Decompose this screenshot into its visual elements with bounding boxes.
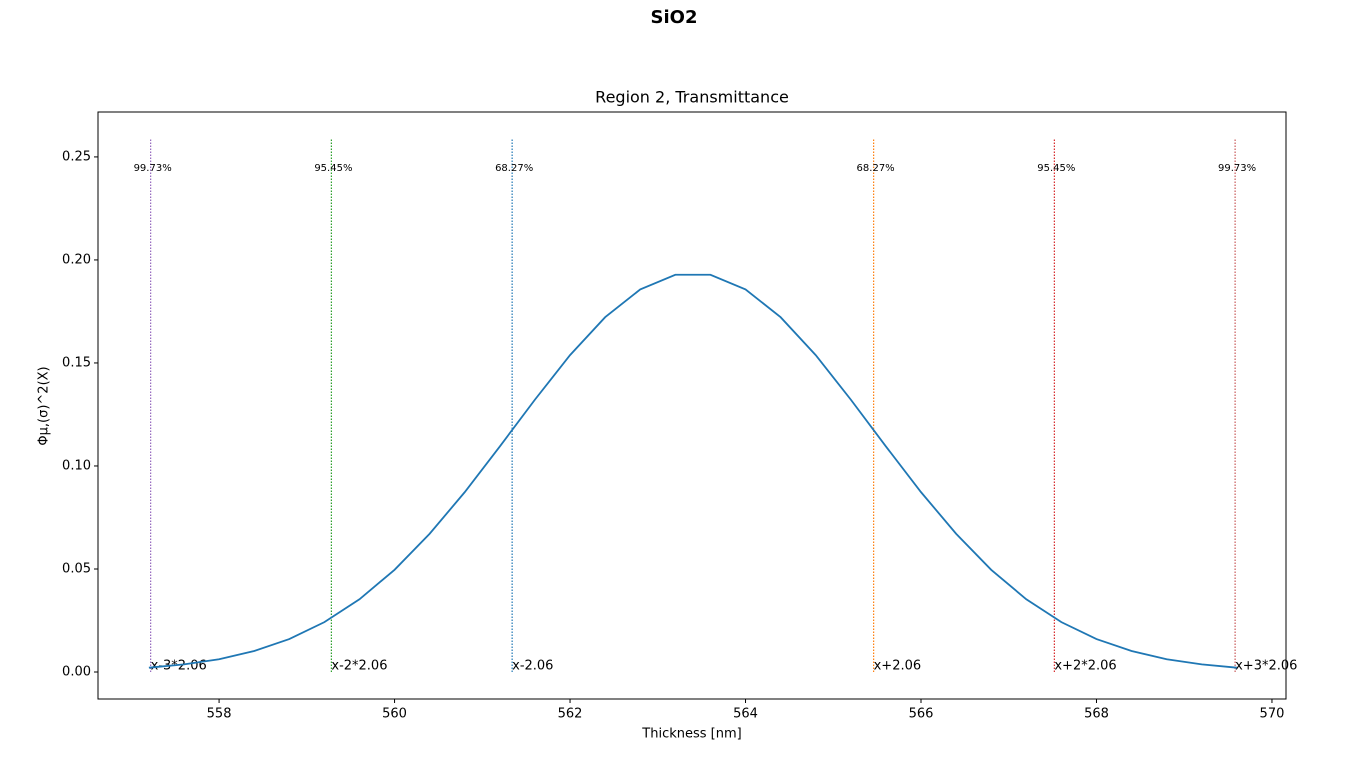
confidence-label: 95.45% <box>1037 163 1075 174</box>
sigma-label: x+3*2.06 <box>1235 659 1297 674</box>
chart-subtitle: Region 2, Transmittance <box>595 88 789 107</box>
confidence-label: 68.27% <box>495 163 533 174</box>
x-tick-label: 570 <box>1260 707 1285 722</box>
x-tick-label: 558 <box>207 707 232 722</box>
x-tick-label: 562 <box>558 707 583 722</box>
y-tick-label: 0.20 <box>62 252 91 267</box>
x-tick-label: 560 <box>382 707 407 722</box>
y-tick-label: 0.00 <box>62 665 91 680</box>
sigma-label: x+2*2.06 <box>1054 659 1116 674</box>
x-tick-label: 568 <box>1084 707 1109 722</box>
y-tick-label: 0.05 <box>62 561 91 576</box>
chart-title: SiO2 <box>651 7 698 28</box>
sigma-label: x-2*2.06 <box>331 659 387 674</box>
sigma-label: x-2.06 <box>512 659 553 674</box>
x-axis-label: Thickness [nm] <box>641 727 741 742</box>
y-tick-label: 0.10 <box>62 458 91 473</box>
confidence-label: 68.27% <box>857 163 895 174</box>
plot-frame <box>97 111 1287 700</box>
y-axis-label: Φμ,(σ)^2(X) <box>37 366 52 445</box>
y-tick-label: 0.15 <box>62 355 91 370</box>
confidence-label: 95.45% <box>314 163 352 174</box>
confidence-label: 99.73% <box>1218 163 1256 174</box>
y-tick-label: 0.25 <box>62 149 91 164</box>
data-line <box>148 273 1237 669</box>
x-tick-label: 564 <box>733 707 758 722</box>
x-tick-label: 566 <box>909 707 934 722</box>
sigma-label: x+2.06 <box>874 659 922 674</box>
confidence-label: 99.73% <box>134 163 172 174</box>
